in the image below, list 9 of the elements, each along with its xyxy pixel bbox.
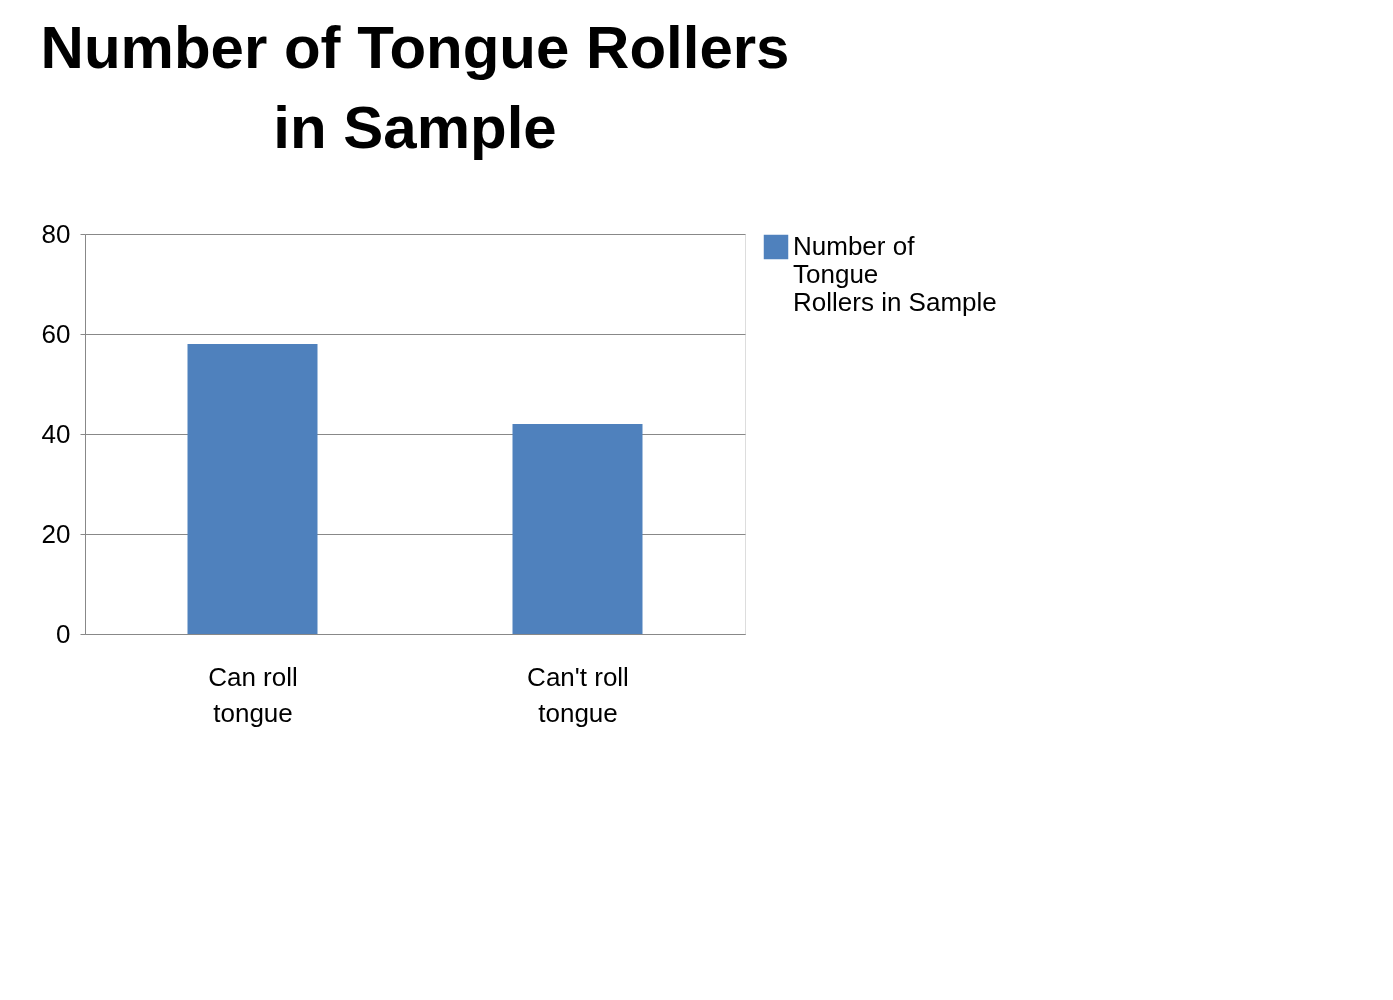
x-tick-label: Can't roll tongue — [527, 661, 629, 728]
y-tick-label: 0 — [56, 618, 71, 649]
chart-title: Number of Tongue Rollers in Sample — [40, 14, 790, 161]
y-tick-label: 60 — [41, 318, 71, 349]
y-tick-label: 40 — [41, 418, 71, 449]
legend-label: Number of Tongue Rollers in Sample — [793, 231, 997, 317]
y-tick-label: 80 — [41, 218, 71, 249]
x-tick-label: Can roll tongue — [208, 661, 298, 728]
y-tick-label: 20 — [41, 518, 71, 549]
